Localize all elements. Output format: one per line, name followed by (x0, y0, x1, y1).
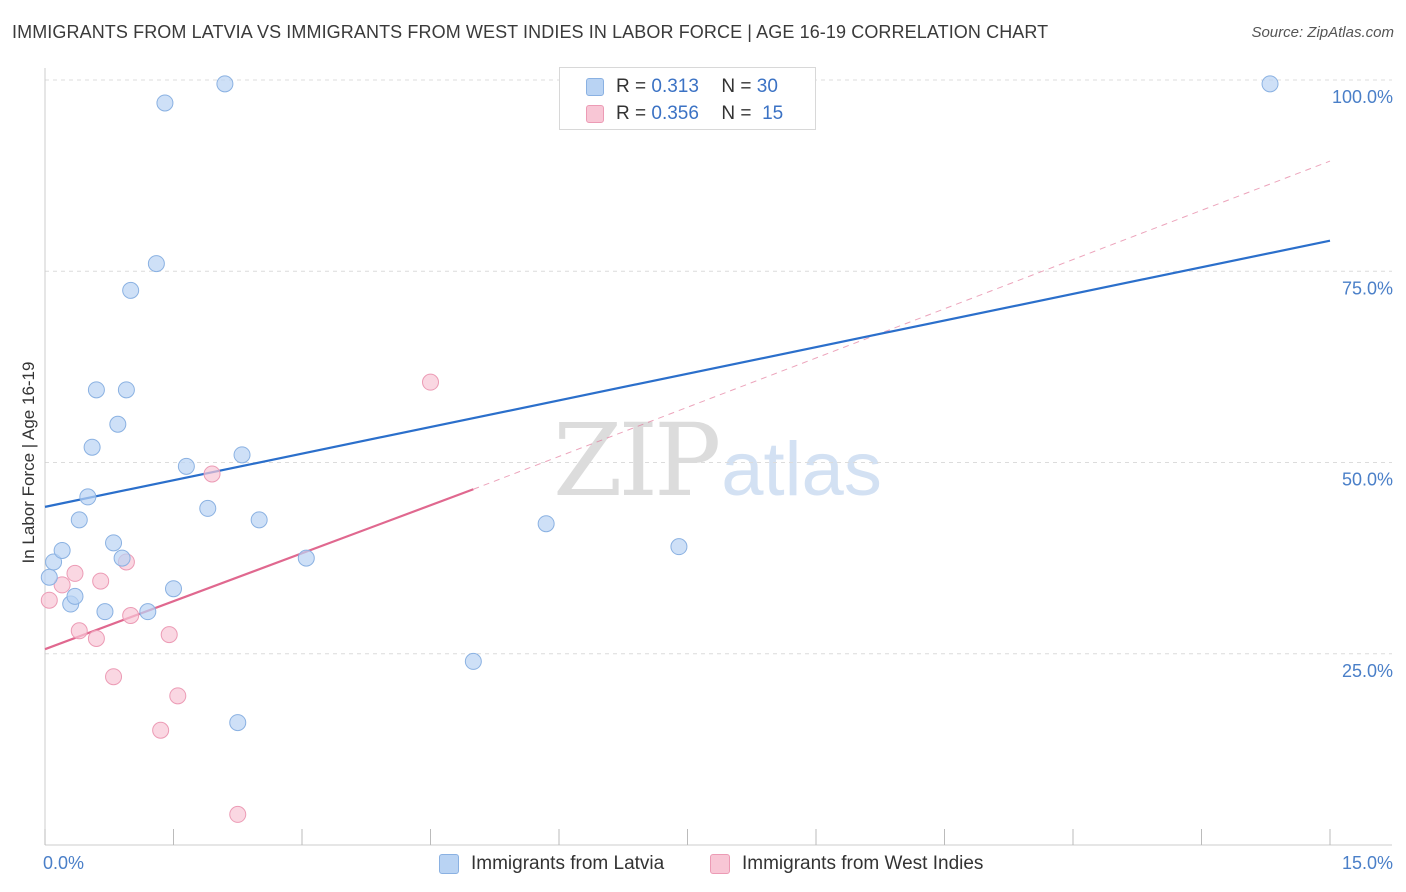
latvia-point (670, 538, 688, 556)
west-indies-point (87, 629, 105, 647)
west-indies-point (53, 576, 71, 594)
west-indies-trend-extension (473, 160, 1331, 490)
west-indies-point (105, 668, 123, 686)
y-tick-label: 50.0% (1342, 470, 1393, 490)
latvia-point (79, 488, 97, 506)
latvia-point (147, 255, 165, 273)
latvia-point (537, 515, 555, 533)
y-tick-label: 100.0% (1332, 87, 1393, 107)
latvia-point (199, 499, 217, 517)
latvia-point (66, 587, 84, 605)
west-indies-r-value: 0.356 (651, 103, 699, 124)
axis-layer (44, 68, 1392, 846)
watermark-zip: ZIP (553, 402, 721, 519)
latvia-point (1261, 75, 1279, 93)
west-indies-trend-line (44, 488, 474, 651)
latvia-point (109, 415, 127, 433)
latvia-point (165, 580, 182, 598)
y-tick-label: 25.0% (1342, 661, 1393, 681)
west-indies-n-value: 15 (762, 103, 784, 124)
trend-layer (44, 160, 1331, 651)
source-label: Source: ZipAtlas.com (1251, 24, 1394, 41)
latvia-r-label: R = (616, 76, 647, 97)
latvia-trend-line (44, 239, 1331, 508)
latvia-point (216, 75, 234, 93)
west-indies-point (152, 721, 170, 739)
latvia-r-value: 0.313 (651, 76, 699, 97)
latvia-point (87, 381, 105, 399)
latvia-point (96, 603, 114, 621)
zipatlas-watermark: ZIPatlas (553, 402, 882, 519)
bottom-latvia-label: Immigrants from Latvia (471, 853, 665, 874)
label-layer: 25.0% 50.0% 75.0% 100.0% 0.0% 15.0% In Labor F… (19, 87, 1393, 873)
latvia-n-value: 30 (756, 76, 778, 97)
west-indies-r-label: R = (616, 103, 647, 124)
west-indies-point (40, 591, 58, 609)
latvia-point (53, 541, 71, 559)
bottom-latvia-swatch (439, 854, 459, 874)
legend-row-west-indies: R = 0.356 N = 15 (586, 102, 783, 126)
bottom-legend-latvia: Immigrants from Latvia (439, 851, 664, 877)
west-indies-point (169, 687, 187, 705)
latvia-point (229, 714, 247, 732)
latvia-point (156, 94, 174, 112)
latvia-point (139, 603, 157, 621)
west-indies-point (160, 626, 178, 644)
bottom-west-indies-swatch (710, 854, 730, 874)
legend-row-latvia: R = 0.313 N = 30 (586, 75, 778, 99)
latvia-point (40, 568, 58, 586)
west-indies-point (422, 373, 439, 391)
west-indies-point (203, 465, 221, 483)
latvia-point (83, 438, 101, 456)
latvia-swatch (586, 78, 604, 96)
latvia-point (117, 381, 135, 399)
latvia-point (177, 457, 195, 475)
west-indies-n-label: N = (721, 103, 752, 124)
point-layer (40, 75, 1279, 823)
west-indies-point (229, 805, 247, 823)
latvia-point (113, 549, 131, 567)
watermark-atlas: atlas (721, 427, 882, 512)
bottom-legend-west-indies: Immigrants from West Indies (710, 851, 983, 877)
latvia-point (45, 553, 63, 571)
latvia-point (70, 511, 88, 529)
latvia-point (233, 446, 251, 464)
latvia-point (105, 534, 123, 552)
correlation-legend: R = 0.313 N = 30 R = 0.356 N = 15 (559, 67, 816, 130)
y-axis-label: In Labor Force | Age 16-19 (19, 362, 38, 564)
latvia-point (122, 281, 140, 299)
latvia-point (464, 652, 482, 670)
y-tick-label: 75.0% (1342, 278, 1393, 298)
west-indies-point (92, 572, 110, 590)
latvia-n-label: N = (721, 76, 752, 97)
west-indies-swatch (586, 105, 604, 123)
latvia-point (250, 511, 268, 529)
x-tick-label: 0.0% (43, 853, 84, 873)
west-indies-point (66, 564, 84, 582)
chart-title: IMMIGRANTS FROM LATVIA VS IMMIGRANTS FRO… (12, 22, 1049, 42)
west-indies-point (70, 622, 88, 640)
west-indies-point (122, 607, 140, 624)
bottom-west-indies-label: Immigrants from West Indies (742, 853, 984, 874)
latvia-point (297, 549, 315, 567)
x-tick-label: 15.0% (1342, 853, 1393, 873)
